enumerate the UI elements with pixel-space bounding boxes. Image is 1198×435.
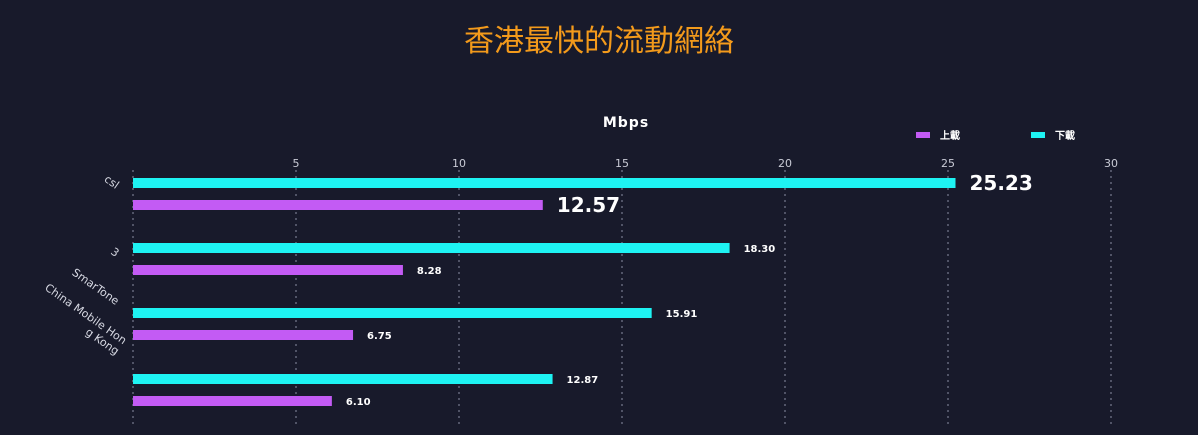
legend-label: 下載: [1055, 129, 1075, 142]
download-value-label: 18.30: [744, 244, 776, 255]
x-tick-label: 15: [615, 157, 629, 170]
category-label-group: csl: [102, 173, 122, 192]
legend-swatch: [916, 132, 930, 138]
x-tick-label: 20: [778, 157, 792, 170]
category-label: 3: [108, 245, 121, 260]
upload-value-label: 6.10: [346, 397, 371, 408]
legend-label: 上載: [940, 129, 960, 142]
chart-title: 香港最快的流動網絡: [464, 24, 734, 59]
category-label-group: 3: [108, 245, 121, 260]
upload-value-label: 8.28: [417, 266, 442, 277]
download-bar: [133, 178, 956, 188]
upload-value-label: 6.75: [367, 331, 392, 342]
download-bar: [133, 374, 553, 384]
download-value-label: 12.87: [567, 375, 599, 386]
upload-bar: [133, 265, 403, 275]
x-tick-label: 10: [452, 157, 466, 170]
download-bar: [133, 243, 730, 253]
download-value-label: 15.91: [666, 309, 698, 320]
x-tick-label: 30: [1104, 157, 1118, 170]
x-axis-label: Mbps: [603, 115, 649, 131]
upload-bar: [133, 330, 354, 340]
upload-bar: [133, 200, 543, 210]
x-tick-label: 5: [293, 157, 300, 170]
category-label: csl: [102, 173, 122, 192]
download-value-label: 25.23: [969, 171, 1032, 195]
upload-value-label: 12.57: [557, 193, 620, 217]
download-bar: [133, 308, 652, 318]
legend-swatch: [1031, 132, 1045, 138]
upload-bar: [133, 396, 332, 406]
x-tick-label: 25: [941, 157, 955, 170]
